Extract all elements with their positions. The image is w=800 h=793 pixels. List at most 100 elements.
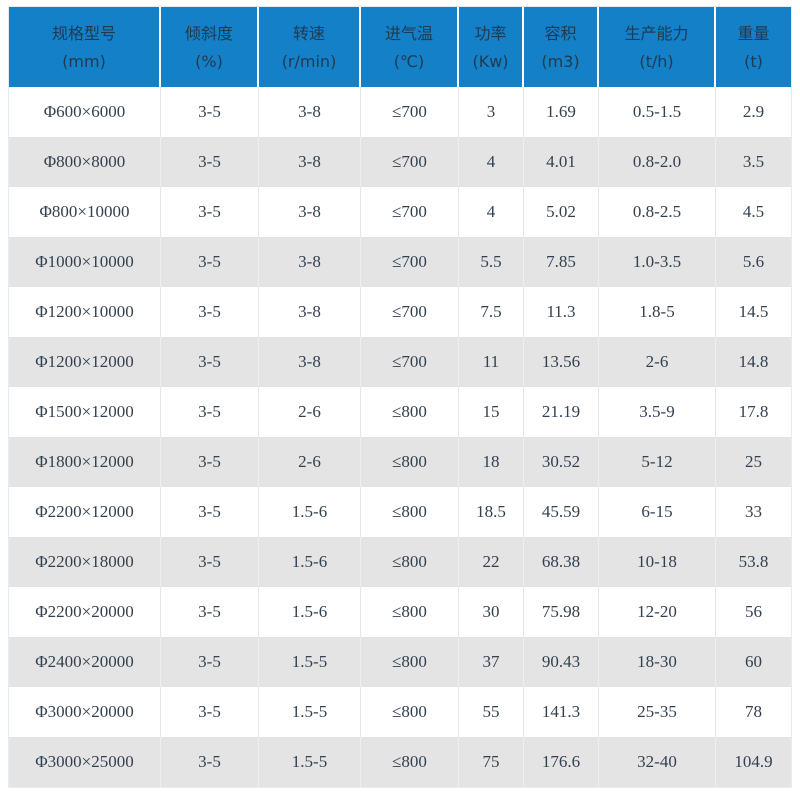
cell-rotation-speed: 3-8 xyxy=(259,87,361,137)
table-body: Φ600×6000 3-5 3-8 ≤700 3 1.69 0.5-1.5 2.… xyxy=(9,87,791,787)
cell-inlet-temperature: ≤700 xyxy=(361,87,459,137)
table-row: Φ1200×10000 3-5 3-8 ≤700 7.5 11.3 1.8-5 … xyxy=(9,287,791,337)
cell-power: 3 xyxy=(459,87,524,137)
spec-table: 规格型号 (mm) 倾斜度 (%) 转速 (r/min) 进气温 (℃) 功率 … xyxy=(8,6,792,788)
cell-inlet-temperature: ≤800 xyxy=(361,687,459,737)
cell-weight: 2.9 xyxy=(742,102,765,121)
cell-capacity: 1.8-5 xyxy=(599,287,716,337)
cell-weight: 25 xyxy=(745,452,762,471)
column-header-rotation-speed: 转速 (r/min) xyxy=(259,7,361,87)
cell-capacity: 1.0-3.5 xyxy=(599,237,716,287)
cell-model: Φ1200×10000 xyxy=(9,287,161,337)
cell-weight: 17.8 xyxy=(738,402,769,421)
cell-rotation-speed: 3-8 xyxy=(259,137,361,187)
table-row: Φ3000×25000 3-5 1.5-5 ≤800 75 176.6 32-4… xyxy=(9,737,791,787)
cell-rotation-speed: 1.5-6 xyxy=(259,537,361,587)
cell-capacity: 32-40 xyxy=(599,737,716,787)
cell-inlet-temperature: ≤800 xyxy=(361,587,459,637)
cell-inclination: 3-5 xyxy=(161,737,259,787)
cell-capacity: 25-35 xyxy=(599,687,716,737)
table-row: Φ1000×10000 3-5 3-8 ≤700 5.5 7.85 1.0-3.… xyxy=(9,237,791,287)
column-label: 转速 xyxy=(292,24,325,43)
cell-volume: 68.38 xyxy=(524,537,599,587)
cell-volume: 4.01 xyxy=(524,137,599,187)
cell-model: Φ2200×20000 xyxy=(9,587,161,637)
cell-volume: 30.52 xyxy=(524,437,599,487)
cell-inclination: 3-5 xyxy=(161,337,259,387)
cell-volume: 13.56 xyxy=(524,337,599,387)
cell-rotation-speed: 1.5-6 xyxy=(259,487,361,537)
cell-model: Φ800×8000 xyxy=(9,137,161,187)
cell-inlet-temperature: ≤700 xyxy=(361,337,459,387)
cell-inlet-temperature: ≤800 xyxy=(361,387,459,437)
column-label: 功率 xyxy=(474,24,507,43)
cell-inclination: 3-5 xyxy=(161,537,259,587)
cell-volume: 5.02 xyxy=(524,187,599,237)
table-row: Φ2200×18000 3-5 1.5-6 ≤800 22 68.38 10-1… xyxy=(9,537,791,587)
cell-model: Φ3000×25000 xyxy=(9,737,161,787)
cell-weight: 14.5 xyxy=(738,302,769,321)
cell-capacity: 3.5-9 xyxy=(599,387,716,437)
cell-rotation-speed: 2-6 xyxy=(259,387,361,437)
column-unit: (%) xyxy=(195,52,223,71)
table-row: Φ800×10000 3-5 3-8 ≤700 4 5.02 0.8-2.5 4… xyxy=(9,187,791,237)
cell-power: 37 xyxy=(459,637,524,687)
cell-inclination: 3-5 xyxy=(161,387,259,437)
cell-inclination: 3-5 xyxy=(161,137,259,187)
table-row: Φ1800×12000 3-5 2-6 ≤800 18 30.52 5-12 2… xyxy=(9,437,791,487)
cell-weight: 33 xyxy=(745,502,762,521)
column-label: 生产能力 xyxy=(624,24,689,43)
column-label: 倾斜度 xyxy=(184,24,233,43)
column-unit: (mm) xyxy=(62,52,106,71)
cell-weight: 78 xyxy=(745,702,762,721)
cell-capacity: 10-18 xyxy=(599,537,716,587)
cell-inclination: 3-5 xyxy=(161,87,259,137)
cell-inlet-temperature: ≤800 xyxy=(361,487,459,537)
cell-power: 18 xyxy=(459,437,524,487)
table-row: Φ1200×12000 3-5 3-8 ≤700 11 13.56 2-6 14… xyxy=(9,337,791,387)
column-unit: (℃) xyxy=(393,52,425,71)
cell-model: Φ2200×18000 xyxy=(9,537,161,587)
table-header-row: 规格型号 (mm) 倾斜度 (%) 转速 (r/min) 进气温 (℃) 功率 … xyxy=(9,7,791,87)
cell-power: 11 xyxy=(459,337,524,387)
cell-power: 18.5 xyxy=(459,487,524,537)
cell-weight: 104.9 xyxy=(734,752,773,771)
cell-inlet-temperature: ≤800 xyxy=(361,737,459,787)
cell-power: 55 xyxy=(459,687,524,737)
cell-weight: 60 xyxy=(745,652,762,671)
cell-inclination: 3-5 xyxy=(161,187,259,237)
cell-model: Φ2400×20000 xyxy=(9,637,161,687)
cell-volume: 11.3 xyxy=(524,287,599,337)
column-header-weight: 重量 (t) xyxy=(716,7,791,87)
cell-capacity: 5-12 xyxy=(599,437,716,487)
cell-rotation-speed: 1.5-5 xyxy=(259,687,361,737)
column-label: 规格型号 xyxy=(51,24,116,43)
table-row: Φ3000×20000 3-5 1.5-5 ≤800 55 141.3 25-3… xyxy=(9,687,791,737)
cell-model: Φ1000×10000 xyxy=(9,237,161,287)
cell-inclination: 3-5 xyxy=(161,637,259,687)
column-header-volume: 容积 (m3) xyxy=(524,7,599,87)
cell-inlet-temperature: ≤700 xyxy=(361,187,459,237)
cell-model: Φ2200×12000 xyxy=(9,487,161,537)
cell-capacity: 0.5-1.5 xyxy=(599,87,716,137)
cell-weight: 4.5 xyxy=(742,202,765,221)
column-unit: (t/h) xyxy=(639,52,674,71)
cell-inclination: 3-5 xyxy=(161,237,259,287)
cell-power: 75 xyxy=(459,737,524,787)
cell-model: Φ1500×12000 xyxy=(9,387,161,437)
cell-volume: 75.98 xyxy=(524,587,599,637)
cell-model: Φ600×6000 xyxy=(9,87,161,137)
cell-inlet-temperature: ≤800 xyxy=(361,637,459,687)
cell-volume: 1.69 xyxy=(524,87,599,137)
column-unit: (m3) xyxy=(541,52,580,71)
cell-model: Φ800×10000 xyxy=(9,187,161,237)
cell-capacity: 12-20 xyxy=(599,587,716,637)
cell-inclination: 3-5 xyxy=(161,487,259,537)
cell-weight: 5.6 xyxy=(742,252,765,271)
table-row: Φ800×8000 3-5 3-8 ≤700 4 4.01 0.8-2.0 3.… xyxy=(9,137,791,187)
cell-inclination: 3-5 xyxy=(161,587,259,637)
cell-inlet-temperature: ≤700 xyxy=(361,237,459,287)
cell-capacity: 0.8-2.5 xyxy=(599,187,716,237)
cell-capacity: 18-30 xyxy=(599,637,716,687)
column-header-capacity: 生产能力 (t/h) xyxy=(599,7,716,87)
